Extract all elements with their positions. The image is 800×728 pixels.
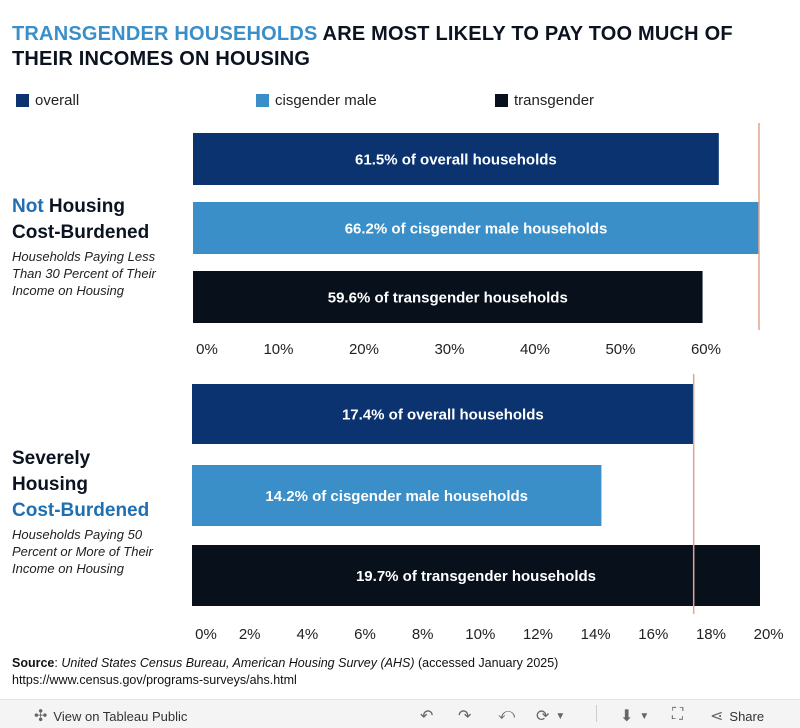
revert-icon: ⤺ [498, 706, 516, 723]
chart-title: TRANSGENDER HOUSEHOLDS ARE MOST LIKELY T… [12, 22, 792, 72]
share-button[interactable]: ⋖ Share [710, 706, 764, 726]
legend-label-overall: overall [35, 92, 80, 109]
x-tick-label: 30% [434, 341, 464, 358]
x-tick-label: 20% [754, 626, 784, 643]
source-note: Source: United States Census Bureau, Ame… [12, 656, 559, 687]
toolbar-divider [596, 705, 597, 722]
chevron-down-icon: ▼ [639, 710, 650, 722]
bar-2-overall[interactable] [192, 384, 694, 444]
bar-2-cisgender-male[interactable] [192, 465, 602, 526]
panel1-heading: Not Housing Cost-Burdened [12, 194, 182, 246]
refresh-icon: ⟳ [536, 708, 550, 725]
undo-button[interactable]: ↶ [420, 706, 433, 726]
x-tick-label: 40% [520, 341, 550, 358]
legend-swatch-cisgender-male [256, 94, 269, 107]
share-icon: ⋖ [710, 708, 724, 725]
redo-icon: ↷ [458, 708, 472, 725]
bar-1-transgender[interactable] [193, 271, 703, 323]
bar-1-cisgender-male[interactable] [193, 202, 759, 254]
x-tick-label: 6% [354, 626, 376, 643]
legend-label-transgender: transgender [514, 92, 595, 109]
x-tick-label: 10% [465, 626, 495, 643]
panel2-row-label: Severely Housing Cost-Burdened Household… [12, 446, 182, 577]
x-tick-label: 18% [696, 626, 726, 643]
bar-1-overall[interactable] [193, 133, 719, 185]
source-url[interactable]: https://www.census.gov/programs-surveys/… [12, 673, 297, 687]
bar-label: 59.6% of transgender households [328, 290, 568, 307]
panel1-heading-rest: Housing [43, 196, 125, 217]
tableau-logo-icon: ✣ [34, 708, 48, 725]
x-tick-label: 2% [239, 626, 261, 643]
x-tick-label: 10% [263, 341, 293, 358]
title-highlight: TRANSGENDER HOUSEHOLDS [12, 23, 318, 45]
legend-swatch-transgender [495, 94, 508, 107]
x-tick-label: 14% [581, 626, 611, 643]
legend-label-cisgender-male: cisgender male [275, 92, 377, 109]
download-button[interactable]: ⬇ ▼ [620, 706, 649, 726]
x-tick-label: 8% [412, 626, 434, 643]
view-on-tableau-link[interactable]: ✣ View on Tableau Public [34, 706, 187, 726]
panel2-heading-line1: Severely [12, 448, 91, 469]
panel1-row-label: Not Housing Cost-Burdened Households Pay… [12, 194, 182, 299]
bar-label: 66.2% of cisgender male households [345, 221, 608, 238]
download-icon: ⬇ [620, 708, 634, 725]
title-rest: ARE MOST LIKELY TO PAY TOO MUCH OF THEIR… [12, 23, 733, 70]
panel1-heading-highlight: Not [12, 196, 44, 217]
source-accessed: (accessed January 2025) [414, 656, 559, 670]
chevron-down-icon: ▼ [555, 710, 566, 722]
legend-swatch-overall [16, 94, 29, 107]
panel2-heading-line2: Housing [12, 474, 88, 495]
undo-icon: ↶ [420, 708, 434, 725]
x-tick-label: 50% [605, 341, 635, 358]
panel1-subtitle: Households Paying Less Than 30 Percent o… [12, 249, 156, 298]
x-tick-label: 12% [523, 626, 553, 643]
bar-label: 19.7% of transgender households [356, 568, 596, 585]
redo-button[interactable]: ↷ [458, 706, 471, 726]
revert-button[interactable]: ⤺ [498, 706, 515, 724]
bar-label: 17.4% of overall households [342, 407, 544, 424]
panel2-heading: Severely Housing Cost-Burdened [12, 446, 182, 524]
fullscreen-button[interactable]: ⛶ [672, 706, 683, 724]
legend-item-transgender[interactable]: transgender [495, 92, 594, 109]
tableau-footer: ✣ View on Tableau Public ↶ ↷ ⤺ ⟳ ▼ ⬇ ▼ ⛶ ⋖… [0, 699, 800, 728]
x-tick-label: 0% [195, 626, 217, 643]
bar-chart: 61.5% of overall households 66.2% of cisg… [192, 123, 784, 643]
x-tick-label: 60% [691, 341, 721, 358]
panel1-heading-line2: Cost-Burdened [12, 222, 150, 243]
refresh-button[interactable]: ⟳ ▼ [536, 706, 565, 726]
panel2-heading-highlight: Cost-Burdened [12, 500, 150, 521]
bar-label: 61.5% of overall households [355, 152, 557, 169]
view-on-tableau-label: View on Tableau Public [53, 708, 188, 724]
bar-label: 14.2% of cisgender male households [265, 488, 528, 505]
share-label: Share [729, 708, 765, 724]
panel2-subtitle: Households Paying 50 Percent or More of … [12, 527, 153, 576]
legend-item-cisgender-male[interactable]: cisgender male [256, 92, 377, 109]
bar-2-transgender[interactable] [192, 545, 760, 606]
x-tick-label: 0% [196, 341, 218, 358]
legend-item-overall[interactable]: overall [16, 92, 79, 109]
source-label: Source [12, 656, 55, 670]
source-name: United States Census Bureau, American Ho… [61, 656, 415, 670]
x-tick-label: 16% [638, 626, 668, 643]
x-tick-label: 20% [349, 341, 379, 358]
fullscreen-icon: ⛶ [672, 706, 684, 723]
x-tick-label: 4% [296, 626, 318, 643]
